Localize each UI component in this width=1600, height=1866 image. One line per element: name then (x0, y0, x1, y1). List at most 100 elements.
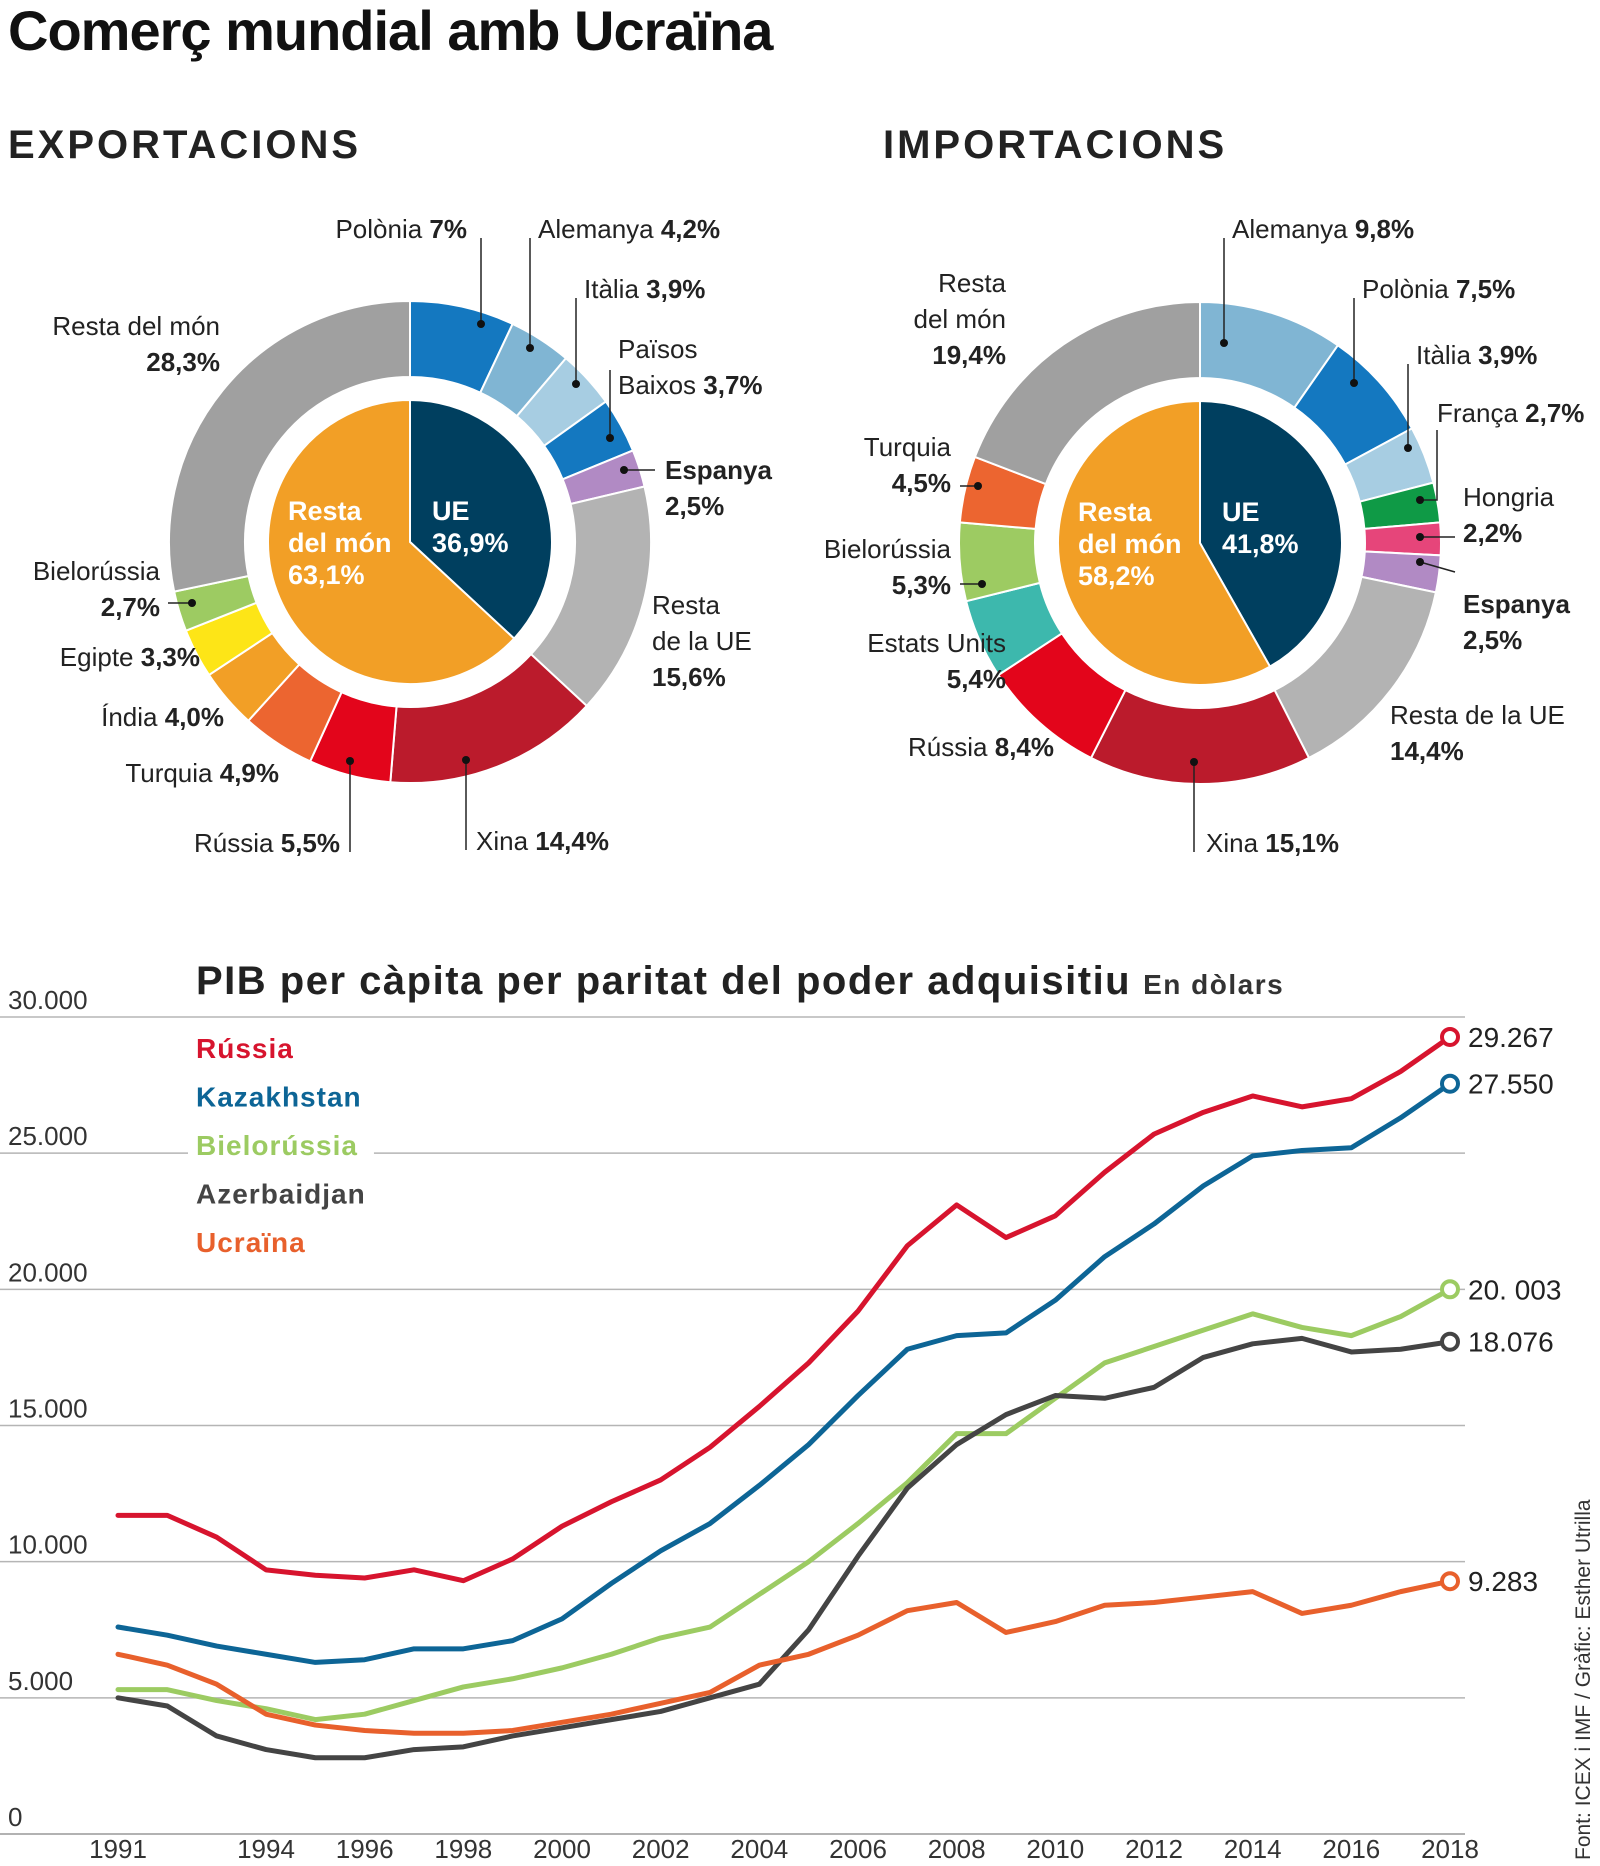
y-tick-label: 15.000 (8, 1394, 88, 1424)
exports-label-india: Índia 4,0% (101, 702, 224, 732)
imports-inner-slice-resta-del-mon (1057, 399, 1272, 686)
imports-label-russia: Rússia 8,4% (908, 732, 1054, 762)
imports-label-espanya: Espanya 2,5% (1463, 589, 1570, 655)
imports-leader-dot-hongria (1416, 533, 1424, 541)
imports-label-resta-de-la-ue: Resta de la UE 14,4% (1390, 700, 1565, 766)
imports-inner-label-resta-del-mon: Resta del món 58,2% (1078, 497, 1182, 591)
line-chart-legend: Rússia Kazakhstan Bielorússia Azerbaidjan Uc… (188, 1028, 382, 1262)
x-tick-label: 1991 (89, 1834, 147, 1864)
legend-russia: Rússia (196, 1033, 294, 1064)
end-marker-russia (1440, 1026, 1460, 1047)
imports-leader-espanya (1419, 561, 1456, 573)
end-marker-kazakhstan (1440, 1073, 1460, 1094)
legend-kazakhstan: Kazakhstan (196, 1082, 362, 1113)
x-tick-label: 2008 (928, 1834, 986, 1864)
x-tick-label: 2014 (1224, 1834, 1282, 1864)
exports-inner-slice-resta-del-mon (267, 398, 516, 685)
legend-bg (188, 1076, 378, 1117)
end-marker-azerbaidjan (1440, 1331, 1460, 1352)
exports-donut-chart: UE 36,9% Resta del món 63,1% Polònia 7% Aleman… (33, 214, 773, 858)
x-tick-label: 1994 (237, 1834, 295, 1864)
series-line-ucraina (115, 1578, 1453, 1736)
exports-leader-dot-russia (346, 757, 354, 765)
imports-inner-label-ue: UE 41,8% (1222, 497, 1299, 559)
imports-heading: IMPORTACIONS (883, 123, 1227, 167)
end-value-russia: 29.267 (1468, 1022, 1554, 1053)
y-tick-label: 0 (8, 1802, 22, 1832)
exports-label-resta-del-mon: Resta del món 28,3% (52, 311, 220, 377)
exports-label-alemanya: Alemanya 4,2% (538, 214, 720, 244)
imports-leader-franca (1420, 430, 1438, 501)
end-value-ucraina: 9.283 (1468, 1566, 1538, 1597)
exports-leader-dot-paisos-baixos (606, 434, 614, 442)
series-line-kazakhstan (115, 1081, 1453, 1665)
imports-donut-chart: UE 41,8% Resta del món 58,2% Alemanya 9,8% Pol… (824, 214, 1585, 858)
line-chart-x-axis: 1991 1994 1996 1998 2000 2002 2004 2006 2008 2010… (89, 1834, 1479, 1864)
y-tick-label: 10.000 (8, 1530, 88, 1560)
exports-leader-dot-espanya (620, 466, 628, 474)
exports-label-bielorussia: Bielorússia 2,7% (33, 556, 161, 622)
imports-label-polonia: Polònia 7,5% (1362, 274, 1515, 304)
imports-label-turquia: Turquia 4,5% (864, 432, 952, 498)
imports-outer-slice-xina (1089, 688, 1311, 786)
imports-inner-slice-ue (1199, 399, 1343, 668)
x-tick-label: 2018 (1421, 1834, 1479, 1864)
exports-inner-slice-ue (409, 398, 553, 640)
exports-label-turquia: Turquia 4,9% (125, 758, 279, 788)
x-tick-label: 2012 (1125, 1834, 1183, 1864)
exports-leader-dot-alemanya (526, 344, 534, 352)
exports-label-espanya: Espanya 2,5% (665, 455, 772, 521)
exports-outer-slice-resta-del-mon (168, 299, 411, 593)
series-line-bielorussia (115, 1286, 1453, 1723)
imports-label-italia: Itàlia 3,9% (1416, 340, 1537, 370)
y-tick-label: 20.000 (8, 1257, 88, 1287)
line-chart-title: PIB per càpita per paritat del poder adq… (196, 959, 1284, 1003)
exports-leader-dot-bielorussia (188, 599, 196, 607)
legend-bg (188, 1125, 374, 1165)
exports-leader-dot-xina (462, 756, 470, 764)
legend-bg (188, 1222, 322, 1262)
imports-label-resta-del-mon: Resta del món 19,4% (914, 268, 1007, 370)
exports-inner-label-resta-del-mon: Resta del món 63,1% (288, 496, 392, 590)
y-tick-label: 25.000 (8, 1121, 88, 1151)
exports-label-paisos-baixos: Països Baixos 3,7% (618, 334, 763, 400)
imports-leader-dot-alemanya (1220, 339, 1228, 347)
imports-leader-dot-franca (1416, 496, 1424, 504)
end-marker-ucraina (1440, 1571, 1460, 1592)
exports-label-resta-de-la-ue: Resta de la UE 15,6% (652, 590, 752, 692)
source-credit: Font: ICEX i IMF / Gràfic: Esther Utrill… (1572, 1499, 1595, 1860)
imports-label-estats-units: Estats Units 5,4% (867, 628, 1006, 694)
imports-label-hongria: Hongria 2,2% (1463, 482, 1555, 548)
exports-label-russia: Rússia 5,5% (194, 828, 340, 858)
legend-bg (188, 1028, 310, 1068)
imports-outer-slice-hongria (1363, 521, 1442, 557)
y-tick-label: 5.000 (8, 1666, 73, 1696)
imports-label-bielorussia: Bielorússia 5,3% (824, 534, 952, 600)
imports-leader-dot-italia (1404, 444, 1412, 452)
imports-leader-dot-espanya (1416, 558, 1424, 566)
x-tick-label: 1998 (434, 1834, 492, 1864)
end-value-azerbaidjan: 18.076 (1468, 1327, 1554, 1358)
exports-leader-dot-italia (572, 380, 580, 388)
series-line-russia (115, 1034, 1453, 1584)
x-tick-label: 2002 (632, 1834, 690, 1864)
end-value-bielorussia: 20. 003 (1468, 1274, 1561, 1305)
exports-label-polonia: Polònia 7% (335, 214, 467, 244)
x-tick-label: 2004 (730, 1834, 788, 1864)
imports-leader-dot-xina (1190, 758, 1198, 766)
x-tick-label: 2000 (533, 1834, 591, 1864)
x-tick-label: 2010 (1026, 1834, 1084, 1864)
legend-ucraina: Ucraïna (196, 1227, 306, 1258)
x-tick-label: 2016 (1322, 1834, 1380, 1864)
x-tick-label: 2006 (829, 1834, 887, 1864)
end-value-kazakhstan: 27.550 (1468, 1069, 1554, 1100)
imports-label-alemanya: Alemanya 9,8% (1232, 214, 1414, 244)
exports-label-egipte: Egipte 3,3% (60, 642, 200, 672)
end-marker-bielorussia (1440, 1279, 1460, 1300)
imports-label-franca: França 2,7% (1437, 398, 1584, 428)
y-tick-label: 30.000 (8, 985, 88, 1015)
exports-label-xina: Xina 14,4% (476, 826, 609, 856)
exports-label-italia: Itàlia 3,9% (584, 274, 705, 304)
main-title: Comerç mundial amb Ucraïna (8, 0, 774, 62)
